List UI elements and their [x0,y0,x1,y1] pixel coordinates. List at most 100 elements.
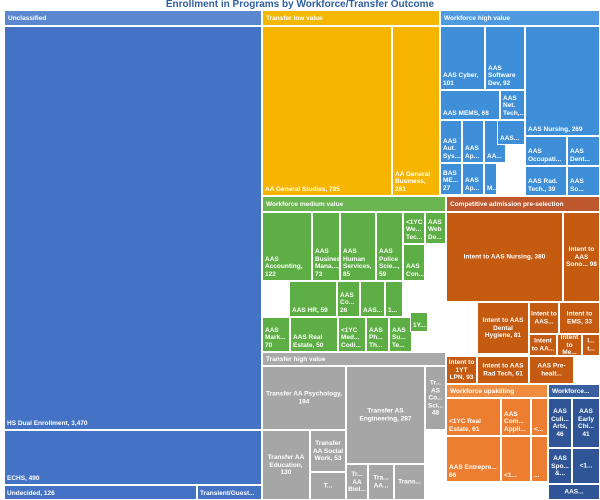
treemap-cell-label: AAS... [363,306,383,314]
treemap-cell-label: AAS Culi... Arts, 46 [551,408,569,438]
treemap-cell-intent-to-ems-33: Intent to EMS, 33 [559,302,600,334]
treemap-cell-label: AAS Spo... &... [551,454,569,477]
treemap-cell-label: AAS... [564,488,584,496]
treemap-cell-aas-entrepre-66: AAS Entrepre... 66 [446,436,501,482]
treemap-cell-aas-spo: AAS Spo... &... [548,448,572,484]
treemap-cell-label: AAS Ph... Th... [369,326,383,349]
treemap-cell-label: Transient/Guest... [200,489,255,497]
treemap-cell-label: AAS Pre-healt... [537,362,566,378]
treemap-cell-label: AAS... [500,134,520,142]
treemap-cell-aas-nursing-269: AAS Nursing, 269 [525,26,600,136]
treemap-cell-aas-human-services-85: AAS Human Services, 85 [340,212,376,281]
treemap-cell-aas-culi-arts-46: AAS Culi... Arts, 46 [548,398,572,448]
treemap-cell-aas-hr-59: AAS HR, 59 [289,281,337,317]
treemap-cell-aas-real-estate-50: AAS Real Estate, 50 [290,317,338,352]
treemap-cell-label: AAS Cyber, 101 [443,72,479,87]
treemap-cell-aas-business-mana-73: AAS Business Mana..., 73 [312,212,340,281]
treemap-cell-label: AAS Ap... [465,177,480,192]
treemap-cell-label: Intent to Me... [560,334,579,356]
treemap-cell-1: <1... [572,448,600,484]
treemap-cell-label: AAS Net. Tech,... [503,94,525,117]
treemap-cell-1: 1... [385,281,403,317]
treemap-cell-hs-dual-enrollment-3-470: HS Dual Enrollment, 3,470 [4,26,262,430]
treemap-cell-label: M... [487,184,497,192]
treemap-cell-label: Intent to AAS Dental Hygiene, 81 [482,316,524,339]
treemap-cell-intent-to-aa: Intent to AA... [529,334,557,356]
treemap-cell-label: AAS Real Estate, 50 [293,334,324,349]
treemap-cell-label: T... [323,482,333,490]
treemap-cell-aas-early-chi-41: AAS Early Chi... 41 [572,398,600,448]
treemap-cell-: <... [531,398,548,436]
treemap-cell-i-t: I... t... [582,334,600,356]
treemap-cell-aas-ap: AAS Ap... [462,163,484,195]
group-header-transfer-low-value: Transfer low value [262,10,440,26]
treemap-cell-1y: 1Y... [410,312,428,332]
treemap-cell-label: Tra... AA... [373,474,389,490]
treemap-cell-label: Intent to AAS... [531,310,557,326]
treemap-cell-aas-mems-68: AAS MEMS, 68 [440,90,500,120]
treemap-cell-label: AAS Occupati... [528,148,562,163]
treemap-cell-aas-co-26: AAS Co... 26 [337,281,360,317]
group-header-workforce: Workforce... [548,384,600,398]
treemap-cell-transfer-aa-psychology-194: Transfer AA Psychology, 194 [262,366,346,430]
treemap-cell-aa-general-business-281: AA General Business, 281 [392,26,440,196]
chart-title: Enrollment in Programs by Workforce/Tran… [165,0,435,10]
treemap-cell-label: Intent to AAS Sono... 98 [566,245,597,268]
treemap-cell-label: AA... [487,152,502,160]
treemap-cell-label: <1YC Med... Codi... [341,326,361,349]
treemap-cell-label: Intent to AAS Rad Tech, 61 [482,362,524,378]
treemap-cell-label: AAS Entrepre... 66 [449,464,497,479]
treemap-cell-intent-to-aas-sono-98: Intent to AAS Sono... 98 [563,212,600,302]
treemap-cell-aas-police-scie-59: AAS Police Scie..., 59 [376,212,403,281]
treemap-cell-t: T... [310,472,346,500]
treemap-cell-: ... [531,436,548,482]
treemap-cell-label: AAS So... [570,178,584,193]
treemap-cell-label: AAS Software Dev, 92 [488,64,516,87]
treemap-cell-label: AAS Com... Appli... [504,410,526,433]
treemap-cell-label: AAS Aut. Sys.... [443,137,462,160]
treemap-cell-aas-mark-70: AAS Mark... 70 [262,317,290,352]
treemap-cell-aas-ap: AAS Ap... [462,120,484,163]
treemap-cell-aas: AAS... [548,484,600,500]
treemap-cell-transient-guest: Transient/Guest... [197,485,262,500]
treemap-cell-label: AAS Su... Te... [392,326,406,349]
treemap-cell-label: AAS MEMS, 68 [443,109,489,117]
treemap-cell-label: Intent to AAS Nursing, 380 [463,253,546,261]
treemap-cell-label: <1YC Real Estate, 61 [449,418,481,433]
treemap-cell-aas-aut-sys: AAS Aut. Sys.... [440,120,462,163]
treemap-cell-echs-490: ECHS, 490 [4,430,262,485]
treemap-cell-label: Trans... [398,478,421,486]
treemap-cell-aas-occupati: AAS Occupati... [525,136,567,166]
treemap-cell-label: Transfer AA Social Work, 53 [312,439,344,462]
treemap-cell-label: ECHS, 490 [7,474,40,482]
treemap-cell-undecided-126: Undecided, 126 [4,485,197,500]
treemap-cell-aas-so: AAS So... [567,166,600,196]
treemap-cell-aas: AAS... [360,281,385,317]
treemap-cell-label: AAS Co... 26 [340,291,355,314]
treemap-cell-tr-aa-biol: Tr... AA Biol... [346,464,368,500]
treemap-cell-aas-ph-th: AAS Ph... Th... [366,317,389,352]
treemap-cell-label: AAS Dent... [570,148,590,163]
treemap-cell-intent-to-aas: Intent to AAS... [529,302,559,334]
treemap-cell-intent-to-aas-nursing-380: Intent to AAS Nursing, 380 [446,212,563,302]
group-header-unclassified: Unclassified [4,10,262,26]
group-header-workforce-upskilling: Workforce upskilling [446,384,548,398]
treemap-cell-label: AAS HR, 59 [292,306,328,314]
group-header-transfer-high-value: Transfer high value [262,352,446,366]
treemap-cell-tra-aa: Tra... AA... [368,464,394,500]
treemap-cell-label: HS Dual Enrollment, 3,470 [7,419,88,427]
treemap-cell-label: 1Y... [413,321,426,329]
treemap-cell-1yc-real-estate-61: <1YC Real Estate, 61 [446,398,501,436]
treemap-cell-label: AAS Business Mana..., 73 [315,248,340,278]
treemap-cell-intent-to-aas-dental-hygiene-81: Intent to AAS Dental Hygiene, 81 [477,302,529,354]
treemap-cell-label: Undecided, 126 [7,489,55,497]
treemap-cell-m: M... [484,163,497,195]
treemap-cell-trans: Trans... [394,464,425,500]
treemap-cell-1: <1... [501,436,531,482]
treemap-cell-aas-dent: AAS Dent... [567,136,600,166]
treemap-cell-label: AAS Human Services, 85 [343,248,372,278]
treemap-cell-aas-pre-healt: AAS Pre-healt... [529,356,574,384]
treemap-cell-label: Transfer AS Engineering, 287 [359,407,412,423]
treemap-cell-label: AA General Studies, 785 [265,185,340,193]
